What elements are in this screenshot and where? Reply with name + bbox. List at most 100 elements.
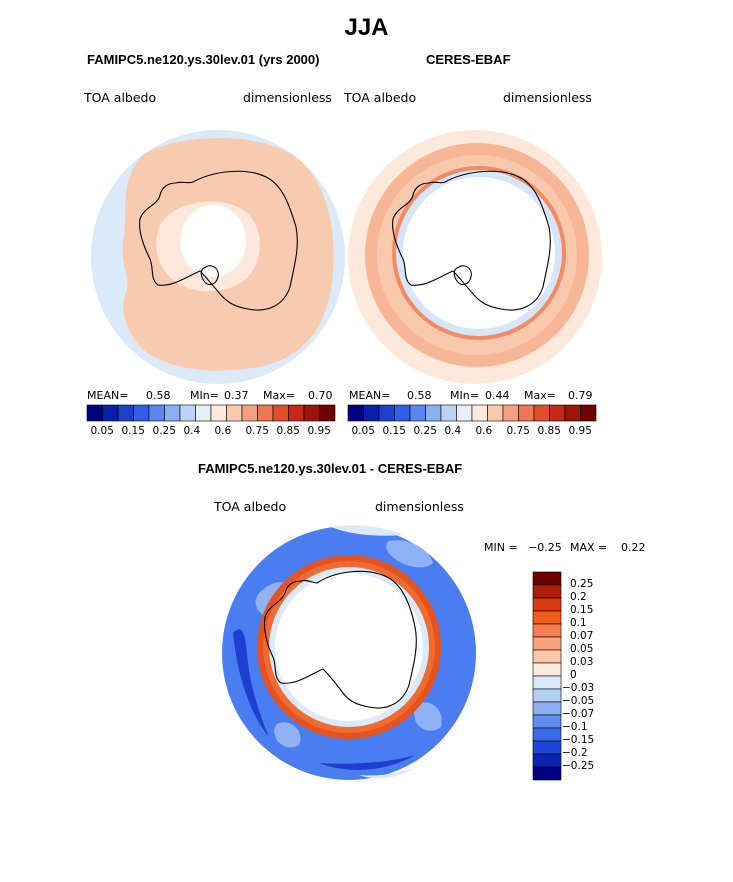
left-min-label: MIn= — [190, 389, 219, 402]
left-colorbar-box — [86, 404, 103, 422]
right-max-value: 0.79 — [568, 389, 593, 402]
right-colorbar-box — [549, 404, 566, 422]
diff-map-light-patches — [255, 540, 442, 748]
right-map-ice-interior — [403, 177, 555, 329]
left-colorbar-box — [272, 404, 289, 422]
right-colorbar-tick-label: 0.85 — [537, 425, 561, 437]
left-colorbar-tick-label: 0.15 — [121, 425, 145, 437]
diff-min-value: −0.25 — [528, 541, 562, 554]
right-colorbar-tick-label: 0.05 — [351, 425, 375, 437]
left-colorbar-box — [288, 404, 305, 422]
antarctica-coastline-left — [139, 170, 298, 311]
diff-colorbar-box — [532, 597, 562, 612]
left-colorbar-tick-label: 0.95 — [307, 425, 331, 437]
left-colorbar-box — [303, 404, 320, 422]
right-colorbar-box — [580, 404, 597, 422]
left-polar-map — [91, 130, 345, 384]
left-colorbar-box — [102, 404, 119, 422]
right-colorbar-box — [347, 404, 364, 422]
diff-max-label: MAX = — [570, 541, 608, 554]
left-colorbar-box — [226, 404, 243, 422]
diff-colorbar-box — [532, 649, 562, 664]
left-mean-value: 0.58 — [146, 389, 171, 402]
left-variable-label: TOA albedo — [84, 90, 157, 105]
diff-colorbar-box — [532, 662, 562, 677]
diff-colorbar-box — [532, 610, 562, 625]
left-colorbar-box — [164, 404, 181, 422]
antarctica-coastline-right — [392, 170, 551, 311]
right-colorbar-tick-label: 0.4 — [444, 425, 462, 437]
diff-colorbar-box — [532, 623, 562, 638]
diff-colorbar-label: 0.2 — [570, 591, 587, 603]
diff-colorbar-box — [532, 714, 562, 729]
right-colorbar-box — [471, 404, 488, 422]
diff-colorbar-box — [532, 753, 562, 768]
right-variable-label: TOA albedo — [344, 90, 417, 105]
right-colorbar-tick-label: 0.15 — [382, 425, 406, 437]
right-colorbar-tick-label: 0.75 — [506, 425, 530, 437]
diff-colorbar-label: −0.07 — [562, 708, 595, 720]
right-colorbar-box — [440, 404, 457, 422]
left-colorbar-tick-label: 0.6 — [214, 425, 232, 437]
diff-colorbar-label: −0.2 — [562, 747, 588, 759]
right-colorbar-tick-label: 0.25 — [413, 425, 437, 437]
right-colorbar-box — [487, 404, 504, 422]
left-min-value: 0.37 — [224, 389, 249, 402]
diff-colorbar-label: 0.07 — [570, 630, 594, 642]
diff-colorbar-box — [532, 766, 562, 781]
right-colorbar-box — [363, 404, 380, 422]
left-colorbar-box — [195, 404, 212, 422]
left-mean-label: MEAN= — [87, 389, 129, 402]
diff-colorbar-box — [532, 740, 562, 755]
left-colorbar-tick-label: 0.25 — [152, 425, 176, 437]
left-colorbar-box — [133, 404, 150, 422]
right-colorbar-tick-label: 0.95 — [568, 425, 592, 437]
diff-max-value: 0.22 — [621, 541, 646, 554]
right-colorbar-box — [518, 404, 535, 422]
diff-colorbar-label: −0.15 — [562, 734, 595, 746]
left-colorbar-box — [148, 404, 165, 422]
diff-colorbar-box — [532, 571, 562, 586]
right-min-value: 0.44 — [485, 389, 510, 402]
right-min-label: MIn= — [450, 389, 479, 402]
diff-colorbar-box — [532, 701, 562, 716]
left-colorbar-box — [241, 404, 258, 422]
right-colorbar-box — [425, 404, 442, 422]
right-polar-map — [348, 130, 602, 384]
diff-colorbar-label: 0.03 — [570, 656, 594, 668]
right-colorbar-tick-label: 0.6 — [475, 425, 493, 437]
diff-colorbar-box — [532, 636, 562, 651]
right-mean-value: 0.58 — [407, 389, 432, 402]
right-colorbar-box — [378, 404, 395, 422]
left-colorbar-tick-label: 0.05 — [90, 425, 114, 437]
figure-title: JJA — [344, 14, 389, 41]
right-units-label: dimensionless — [503, 90, 592, 105]
diff-colorbar-label: 0.05 — [570, 643, 594, 655]
right-colorbar-box — [456, 404, 473, 422]
diff-colorbar-label: −0.1 — [562, 721, 588, 733]
left-panel-title: FAMIPC5.ne120.ys.30lev.01 (yrs 2000) — [87, 52, 320, 67]
left-colorbar-box — [179, 404, 196, 422]
diff-colorbar-label: 0 — [570, 669, 577, 681]
diff-colorbar-box — [532, 727, 562, 742]
right-max-label: Max= — [524, 389, 556, 402]
diff-colorbar-label: −0.03 — [562, 682, 595, 694]
left-units-label: dimensionless — [243, 90, 332, 105]
left-colorbar-ticks: 0.05 0.15 0.25 0.4 0.6 0.75 0.85 0.95 — [87, 425, 335, 439]
left-colorbar-tick-label: 0.85 — [276, 425, 300, 437]
left-colorbar-tick-label: 0.75 — [245, 425, 269, 437]
diff-colorbar-label: −0.25 — [562, 760, 595, 772]
diff-colorbar-label: 0.1 — [570, 617, 587, 629]
diff-colorbar-box — [532, 675, 562, 690]
right-colorbar — [347, 404, 597, 422]
left-colorbar-box — [117, 404, 134, 422]
right-colorbar-box — [533, 404, 550, 422]
left-colorbar-tick-label: 0.4 — [183, 425, 201, 437]
left-map-polar-gap — [180, 205, 246, 277]
diff-colorbar-box — [532, 584, 562, 599]
left-max-value: 0.70 — [308, 389, 333, 402]
diff-colorbar-label: 0.15 — [570, 604, 594, 616]
left-colorbar-box — [210, 404, 227, 422]
right-colorbar-box — [394, 404, 411, 422]
diff-polar-map — [222, 525, 476, 780]
